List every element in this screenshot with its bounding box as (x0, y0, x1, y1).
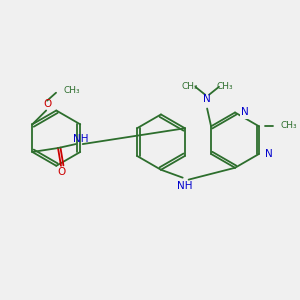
Text: NH: NH (73, 134, 88, 144)
Text: CH₃: CH₃ (217, 82, 233, 91)
Text: N: N (241, 107, 249, 118)
Text: N: N (203, 94, 211, 103)
Text: NH: NH (177, 181, 192, 190)
Text: N: N (241, 107, 249, 118)
Text: O: O (43, 99, 51, 109)
Text: CH₃: CH₃ (281, 121, 297, 130)
Text: N: N (265, 149, 273, 159)
Text: CH₃: CH₃ (64, 86, 81, 95)
Text: CH₃: CH₃ (181, 82, 198, 91)
Text: O: O (58, 167, 66, 177)
Text: N: N (265, 149, 273, 159)
